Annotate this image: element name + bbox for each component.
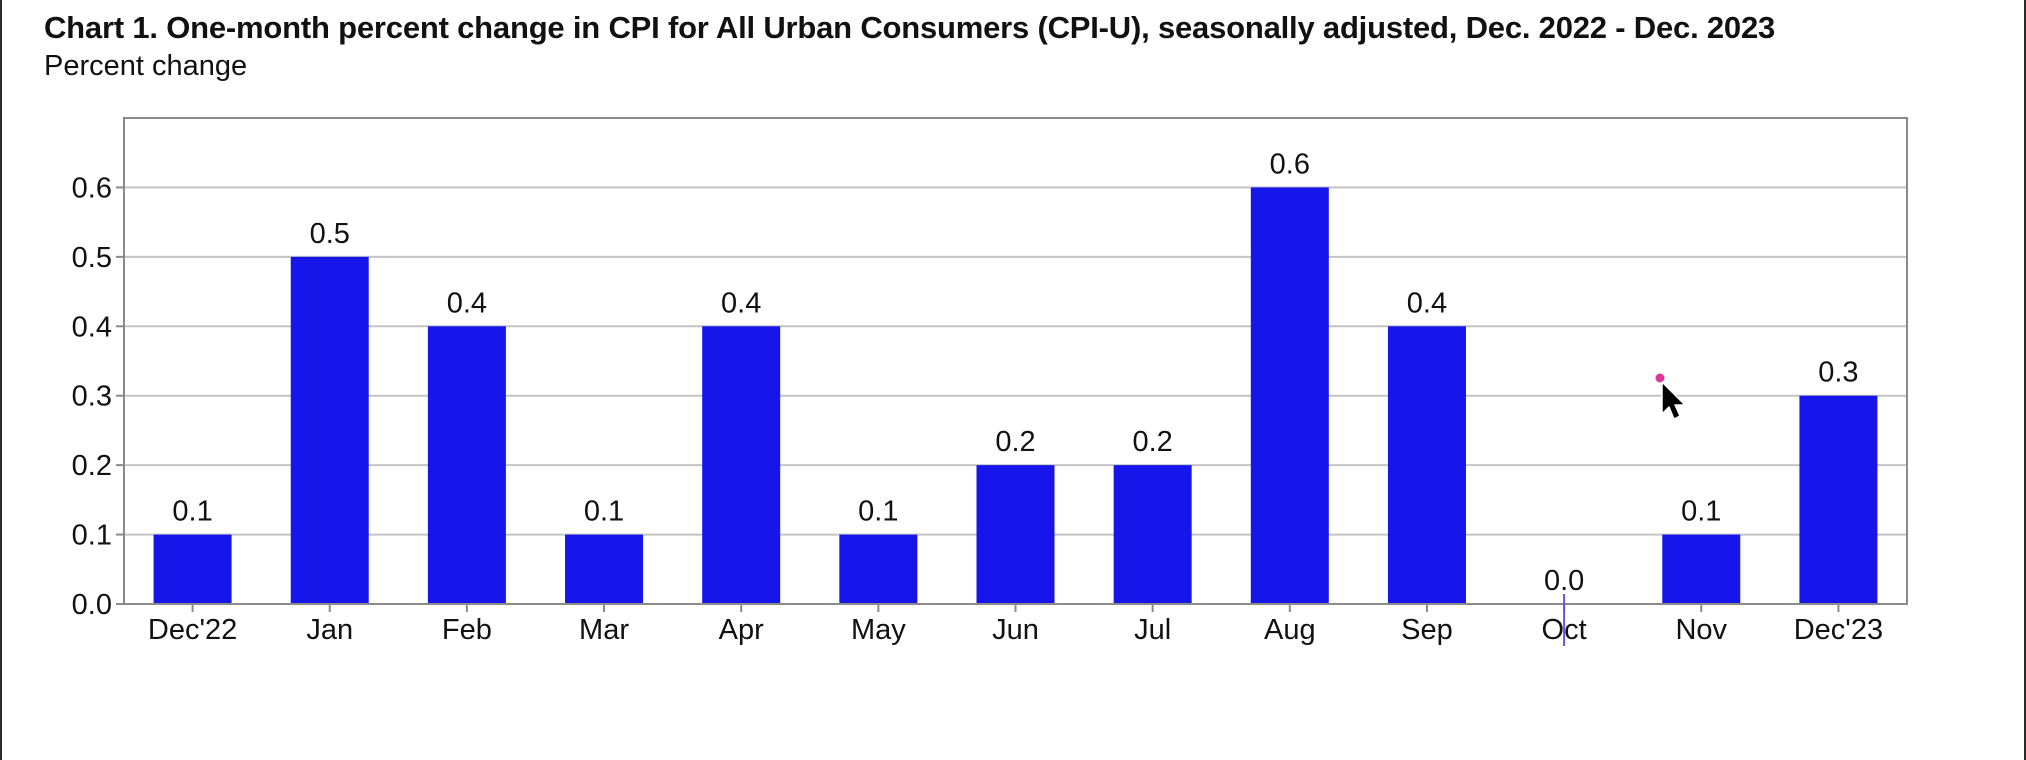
x-tick-label: Jun <box>992 614 1039 646</box>
bar <box>290 256 369 604</box>
x-tick-label: Aug <box>1264 614 1316 646</box>
x-tick-label: Jan <box>306 614 353 646</box>
bar <box>976 465 1055 604</box>
x-tick-label: Jul <box>1134 614 1171 646</box>
x-tick-label: May <box>851 614 906 646</box>
data-label: 0.0 <box>1544 565 1584 597</box>
y-tick-label: 0.6 <box>72 172 112 204</box>
y-axis-label: Percent change <box>44 50 248 82</box>
data-label: 0.1 <box>858 496 898 528</box>
data-label: 0.4 <box>447 287 487 319</box>
y-tick-label: 0.4 <box>72 311 112 343</box>
bar <box>702 326 781 604</box>
data-label: 0.2 <box>995 426 1035 458</box>
data-labels: 0.1 0.5 0.4 0.1 0.4 0.1 0.2 0.2 0.6 0.4 0.0 0.1 0.3 <box>172 148 1858 597</box>
data-label: 0.4 <box>721 287 761 319</box>
y-tick-label: 0.5 <box>72 242 112 274</box>
mouse-cursor-icon <box>1655 373 1686 420</box>
data-label: 0.1 <box>172 496 212 528</box>
data-label: 0.1 <box>1681 496 1721 528</box>
bar <box>565 534 644 604</box>
data-label: 0.6 <box>1270 148 1310 180</box>
bar <box>1799 395 1878 604</box>
bar <box>1387 326 1466 604</box>
bar <box>1662 534 1741 604</box>
data-label: 0.2 <box>1132 426 1172 458</box>
y-tick-label: 0.3 <box>72 381 112 413</box>
bar <box>1250 187 1329 604</box>
x-tick-label: Mar <box>579 614 629 646</box>
x-axis-ticks: Dec'22 Jan Feb Mar Apr May Jun Jul Aug Sep Oct Nov D… <box>148 594 1883 646</box>
chart-title: Chart 1. One-month percent change in CPI… <box>44 10 1776 45</box>
data-label: 0.1 <box>584 496 624 528</box>
x-tick-label: Dec'23 <box>1794 614 1883 646</box>
y-tick-label: 0.1 <box>72 520 112 552</box>
bar <box>839 534 918 604</box>
y-tick-label: 0.2 <box>72 450 112 482</box>
y-tick-label: 0.0 <box>72 589 112 621</box>
bar <box>1113 465 1192 604</box>
x-tick-label: Feb <box>442 614 492 646</box>
bars <box>153 187 1878 604</box>
bar <box>427 326 506 604</box>
bar <box>153 534 232 604</box>
data-label: 0.4 <box>1407 287 1447 319</box>
x-tick-label: Nov <box>1675 614 1727 646</box>
y-axis-ticks: 0.0 0.1 0.2 0.3 0.4 0.5 0.6 <box>72 172 124 621</box>
data-label: 0.5 <box>310 218 350 250</box>
data-label: 0.3 <box>1818 357 1858 389</box>
x-tick-label: Dec'22 <box>148 614 237 646</box>
x-tick-label: Sep <box>1401 614 1453 646</box>
x-tick-label: Apr <box>719 614 764 646</box>
